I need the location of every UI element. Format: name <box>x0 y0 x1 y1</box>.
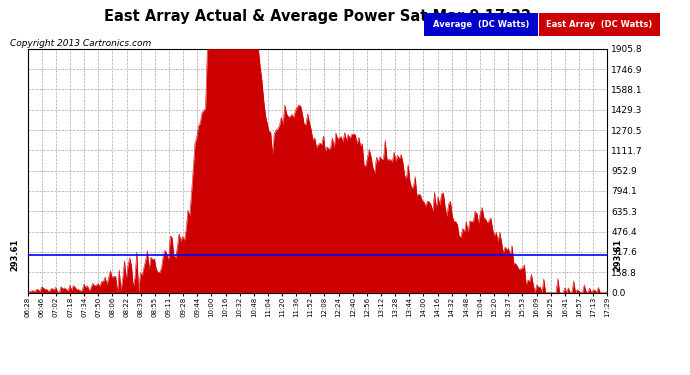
Text: East Array  (DC Watts): East Array (DC Watts) <box>546 20 652 29</box>
Text: 293.61: 293.61 <box>10 239 19 271</box>
Text: East Array Actual & Average Power Sat Mar 9 17:32: East Array Actual & Average Power Sat Ma… <box>104 9 531 24</box>
Text: Average  (DC Watts): Average (DC Watts) <box>433 20 529 29</box>
Text: Copyright 2013 Cartronics.com: Copyright 2013 Cartronics.com <box>10 39 152 48</box>
Text: 293.61: 293.61 <box>613 239 622 271</box>
